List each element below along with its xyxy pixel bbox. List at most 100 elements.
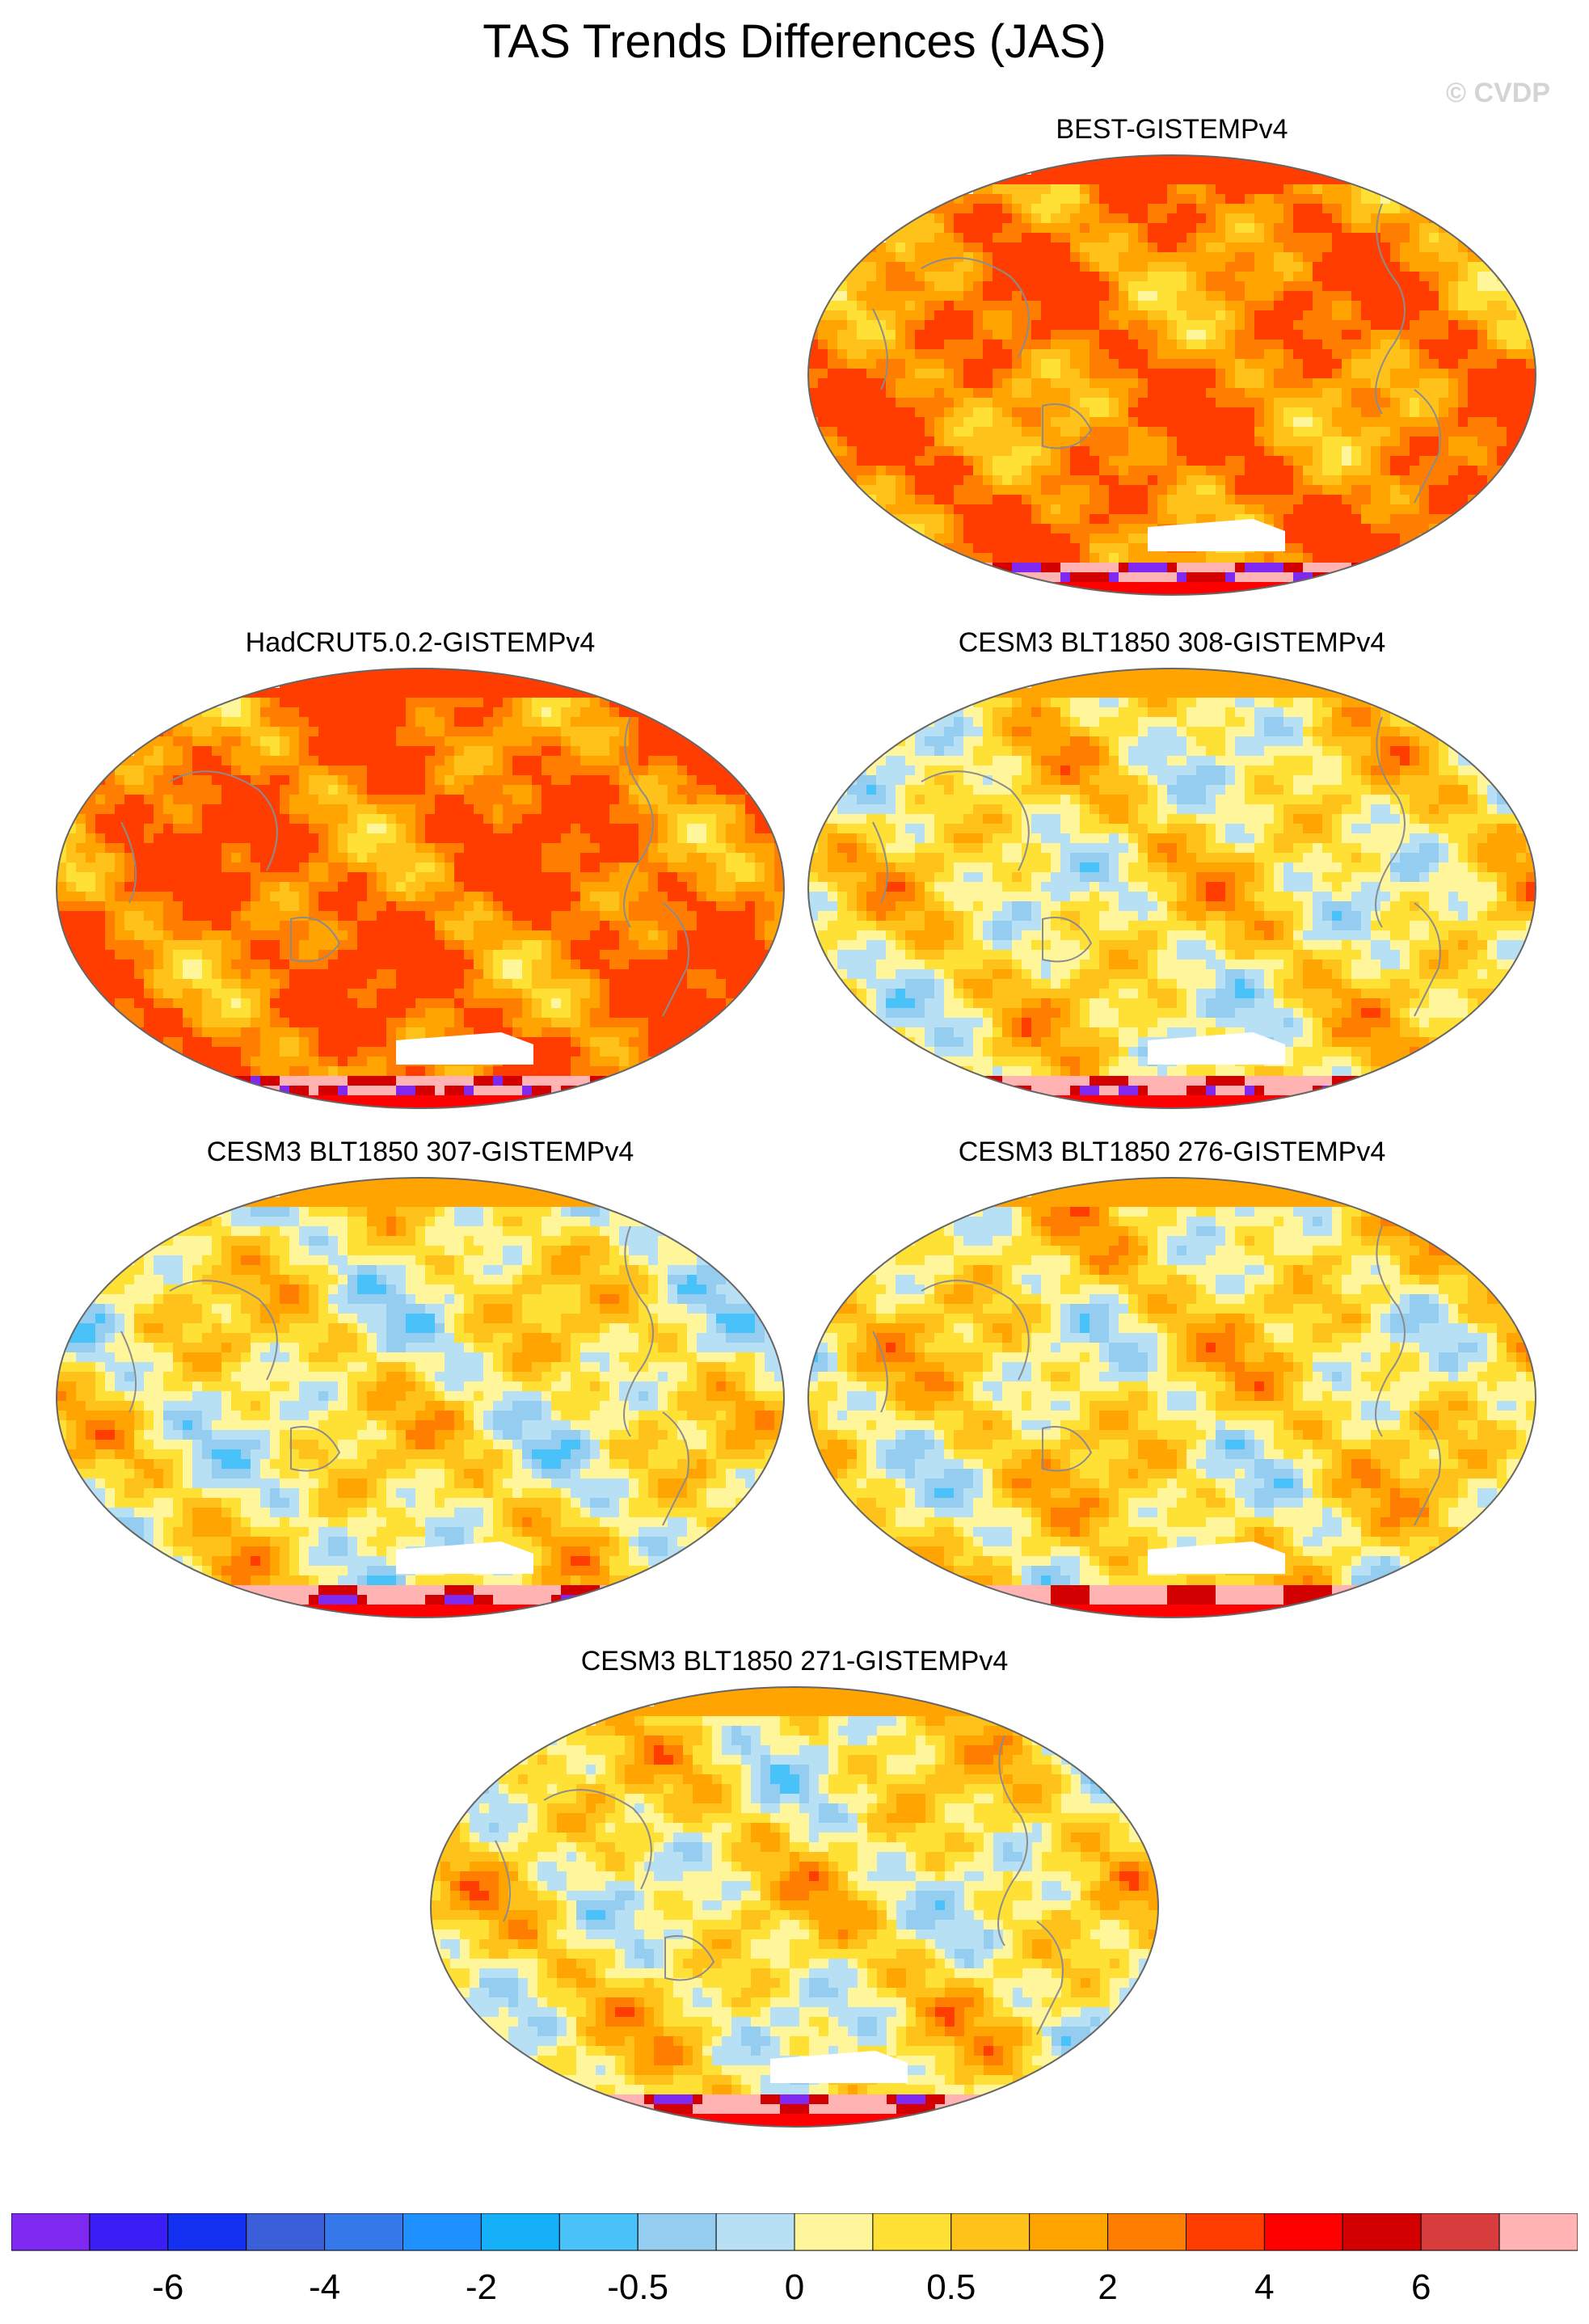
map-cell bbox=[983, 252, 993, 263]
map-cell bbox=[367, 882, 377, 892]
map-cell bbox=[474, 727, 484, 737]
map-cell bbox=[280, 814, 290, 825]
map-cell bbox=[600, 775, 610, 786]
map-cell bbox=[1177, 223, 1187, 234]
map-cell bbox=[260, 814, 271, 825]
map-cell bbox=[1196, 398, 1207, 408]
map-cell bbox=[1157, 495, 1168, 505]
map-cell bbox=[76, 921, 86, 931]
map-cell bbox=[154, 853, 164, 863]
map-cell bbox=[1041, 310, 1052, 321]
map-cell bbox=[396, 853, 407, 863]
map-cell bbox=[1361, 475, 1372, 486]
map-cell bbox=[1400, 281, 1410, 292]
map-cell bbox=[1380, 485, 1391, 496]
map-cell bbox=[1332, 543, 1342, 554]
map-cell bbox=[629, 969, 639, 980]
map-cell bbox=[1138, 340, 1149, 350]
map-cell bbox=[367, 853, 377, 863]
map-cell bbox=[1022, 359, 1032, 369]
map-cell bbox=[983, 204, 993, 214]
map-cell bbox=[221, 863, 232, 873]
map-cell bbox=[551, 756, 562, 766]
map-cell bbox=[1371, 272, 1381, 282]
map-cell bbox=[1157, 204, 1168, 214]
map-cell bbox=[590, 921, 601, 931]
map-cell bbox=[1410, 417, 1420, 428]
map-cell bbox=[600, 950, 610, 960]
map-cell bbox=[1022, 204, 1032, 214]
map-cell bbox=[1138, 359, 1149, 369]
map-cell bbox=[925, 369, 935, 379]
map-cell bbox=[445, 911, 455, 922]
map-cell bbox=[1002, 417, 1013, 428]
map-cell bbox=[454, 678, 465, 689]
map-cell bbox=[866, 446, 877, 457]
map-cell bbox=[221, 960, 232, 970]
map-cell bbox=[542, 892, 552, 902]
map-cell bbox=[1080, 572, 1090, 583]
map-cell bbox=[406, 736, 416, 747]
map-cell bbox=[677, 892, 688, 902]
map-cell bbox=[726, 824, 736, 834]
map-cell bbox=[1167, 233, 1178, 243]
map-cell bbox=[1254, 213, 1265, 224]
map-cell bbox=[973, 466, 984, 476]
map-cell bbox=[512, 766, 523, 776]
map-cell bbox=[1070, 534, 1081, 544]
map-cell bbox=[1128, 213, 1139, 224]
map-cell bbox=[1138, 543, 1149, 554]
map-cell bbox=[1235, 504, 1245, 515]
map-cell bbox=[1313, 223, 1323, 234]
map-cell bbox=[963, 272, 974, 282]
map-cell bbox=[202, 727, 213, 737]
map-cell bbox=[1090, 485, 1100, 496]
map-cell bbox=[876, 417, 887, 428]
map-cell bbox=[154, 804, 164, 815]
map-cell bbox=[1041, 291, 1052, 302]
map-cell bbox=[163, 892, 174, 902]
map-cell bbox=[328, 892, 339, 902]
map-cell bbox=[221, 853, 232, 863]
map-cell bbox=[415, 960, 426, 970]
map-cell bbox=[386, 940, 397, 951]
map-cell bbox=[1186, 378, 1197, 389]
map-cell bbox=[512, 804, 523, 815]
map-cell bbox=[1148, 359, 1158, 369]
map-cell bbox=[716, 921, 727, 931]
map-cell bbox=[483, 853, 494, 863]
map-cell bbox=[357, 804, 368, 815]
map-cell bbox=[1322, 213, 1333, 224]
map-cell bbox=[619, 960, 630, 970]
map-cell bbox=[454, 766, 465, 776]
map-cell bbox=[483, 901, 494, 912]
map-cell bbox=[163, 940, 174, 951]
map-cell bbox=[993, 301, 1003, 311]
map-cell bbox=[561, 795, 571, 805]
map-cell bbox=[1177, 582, 1187, 593]
map-cell bbox=[396, 950, 407, 960]
map-cell bbox=[367, 727, 377, 737]
map-cell bbox=[1245, 563, 1255, 573]
map-cell bbox=[1128, 252, 1139, 263]
map-cell bbox=[1429, 369, 1439, 379]
map-cell bbox=[435, 795, 445, 805]
map-cell bbox=[896, 466, 906, 476]
map-cell bbox=[716, 785, 727, 795]
map-cell bbox=[925, 543, 935, 554]
map-cell bbox=[1070, 310, 1081, 321]
map-cell bbox=[1274, 407, 1284, 418]
map-cell bbox=[1090, 378, 1100, 389]
map-cell bbox=[896, 427, 906, 437]
map-cell bbox=[1274, 213, 1284, 224]
map-cell bbox=[983, 417, 993, 428]
map-cell bbox=[280, 863, 290, 873]
map-cell bbox=[367, 863, 377, 873]
map-cell bbox=[1186, 572, 1197, 583]
map-cell bbox=[677, 824, 688, 834]
map-cell bbox=[202, 969, 213, 980]
map-cell bbox=[818, 378, 828, 389]
map-cell bbox=[963, 534, 974, 544]
map-cell bbox=[755, 940, 765, 951]
map-cell bbox=[934, 213, 945, 224]
